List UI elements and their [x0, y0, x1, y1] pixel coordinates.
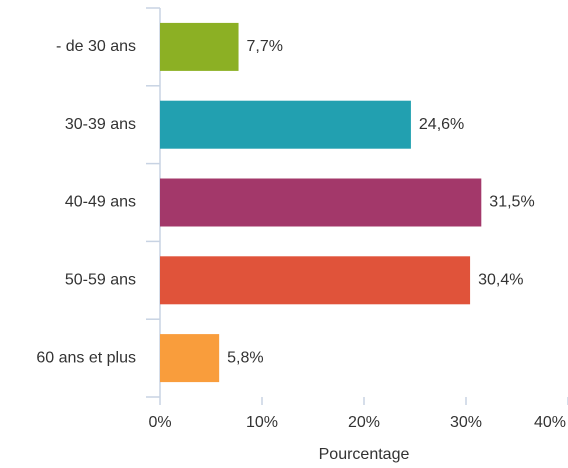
x-tick-label: 40%	[534, 414, 566, 431]
data-label: 5,8%	[227, 349, 263, 366]
data-label: 24,6%	[419, 116, 464, 133]
y-tick-label: - de 30 ans	[56, 38, 136, 55]
data-label: 31,5%	[489, 194, 534, 211]
bar	[160, 22, 239, 71]
x-tick-label: 0%	[148, 414, 171, 431]
x-tick-label: 10%	[246, 414, 278, 431]
x-tick-label: 30%	[450, 414, 482, 431]
bar	[160, 178, 482, 227]
y-tick-label: 60 ans et plus	[36, 349, 136, 366]
x-axis-title: Pourcentage	[319, 446, 410, 463]
bar	[160, 334, 220, 383]
x-tick-label: 20%	[348, 414, 380, 431]
y-tick-label: 40-49 ans	[65, 194, 136, 211]
data-label: 30,4%	[478, 272, 523, 289]
y-tick-label: 30-39 ans	[65, 116, 136, 133]
y-tick-label: 50-59 ans	[65, 272, 136, 289]
bar	[160, 256, 471, 305]
bar	[160, 100, 411, 149]
data-label: 7,7%	[247, 38, 283, 55]
